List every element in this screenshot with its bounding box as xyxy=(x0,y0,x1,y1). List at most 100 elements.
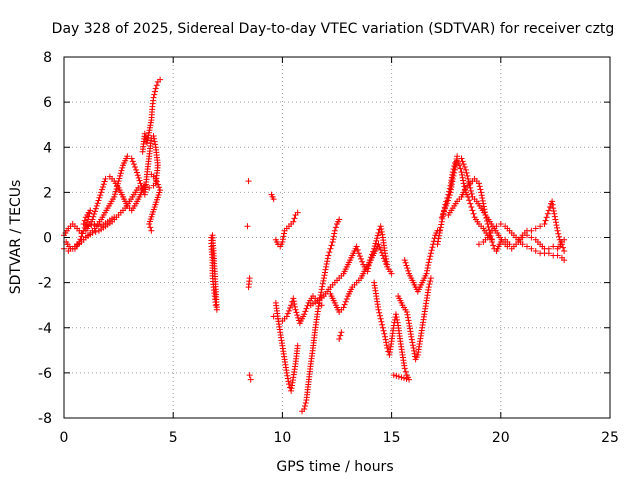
data-point xyxy=(446,192,453,199)
data-point xyxy=(444,200,451,207)
data-point xyxy=(477,186,484,193)
data-point xyxy=(293,309,300,316)
data-point xyxy=(459,171,466,178)
y-tick-label: 6 xyxy=(43,95,52,111)
data-point xyxy=(356,253,363,260)
data-point xyxy=(467,187,474,194)
data-point xyxy=(467,200,474,207)
data-point xyxy=(281,230,288,237)
data-point xyxy=(137,180,144,187)
data-point xyxy=(329,239,336,246)
data-point xyxy=(91,211,98,218)
data-point xyxy=(459,174,466,181)
data-point xyxy=(497,239,504,246)
data-point xyxy=(468,190,475,197)
data-point xyxy=(426,256,433,263)
data-point xyxy=(283,313,290,320)
data-point xyxy=(561,257,568,264)
data-point xyxy=(130,161,137,168)
data-point xyxy=(376,312,383,319)
data-point xyxy=(549,198,556,205)
data-point xyxy=(112,188,119,195)
data-point xyxy=(156,184,163,191)
data-point xyxy=(284,310,291,317)
data-point xyxy=(92,205,99,212)
data-point xyxy=(292,306,299,313)
data-point xyxy=(245,284,252,291)
data-point xyxy=(528,245,535,252)
data-point xyxy=(543,214,550,221)
data-point xyxy=(279,236,286,243)
data-point xyxy=(322,266,329,273)
grid-lines xyxy=(64,57,610,418)
data-point xyxy=(341,301,348,308)
data-point xyxy=(552,219,559,226)
data-point xyxy=(378,226,385,233)
data-point xyxy=(245,178,252,185)
data-point xyxy=(285,378,292,385)
data-point xyxy=(317,292,324,299)
data-point xyxy=(374,235,381,242)
data-point xyxy=(301,402,308,409)
data-point xyxy=(99,186,106,193)
data-point xyxy=(476,183,483,190)
data-point xyxy=(427,250,434,257)
data-point xyxy=(457,165,464,172)
data-point xyxy=(427,253,434,260)
data-point xyxy=(375,229,382,236)
data-point xyxy=(152,85,159,92)
data-point xyxy=(287,305,294,312)
data-point xyxy=(332,224,339,231)
data-point xyxy=(378,228,385,235)
data-point xyxy=(318,289,325,296)
data-point xyxy=(398,374,405,381)
data-point xyxy=(402,368,409,375)
data-point xyxy=(324,258,331,265)
data-point xyxy=(141,130,148,137)
data-point xyxy=(403,308,410,315)
data-point xyxy=(460,177,467,184)
data-point xyxy=(326,249,333,256)
data-point xyxy=(425,259,432,266)
data-point xyxy=(119,164,126,171)
data-point xyxy=(151,138,158,145)
data-point xyxy=(138,183,145,190)
data-point xyxy=(410,345,417,352)
data-point xyxy=(157,76,164,83)
data-point xyxy=(556,233,563,240)
data-point xyxy=(377,246,384,253)
data-point xyxy=(480,200,487,207)
data-point xyxy=(409,339,416,346)
data-point xyxy=(355,250,362,257)
data-point xyxy=(551,210,558,217)
data-point xyxy=(461,163,468,170)
data-point xyxy=(478,192,485,199)
data-point xyxy=(321,269,328,276)
data-point xyxy=(92,228,99,235)
data-point xyxy=(146,220,153,227)
data-point xyxy=(408,336,415,343)
data-point xyxy=(118,167,125,174)
data-point xyxy=(359,258,366,265)
y-tick-label: 2 xyxy=(43,185,52,201)
data-point xyxy=(561,248,568,255)
data-point xyxy=(424,267,431,274)
data-point xyxy=(319,280,326,287)
data-point xyxy=(301,405,308,412)
data-point xyxy=(382,336,389,343)
data-point xyxy=(337,332,344,339)
data-point xyxy=(319,283,326,290)
data-point xyxy=(475,180,482,187)
data-point xyxy=(451,169,458,176)
data-point xyxy=(480,203,487,210)
data-point xyxy=(401,257,408,264)
data-point xyxy=(102,175,109,182)
data-point xyxy=(283,369,290,376)
data-point xyxy=(285,307,292,314)
data-point xyxy=(294,312,301,319)
y-tick-labels: -8 -6 -4 -2 0 2 4 6 8 xyxy=(38,50,52,427)
data-point xyxy=(554,252,561,259)
data-point xyxy=(482,211,489,218)
data-point xyxy=(338,329,345,336)
data-point xyxy=(481,209,488,216)
